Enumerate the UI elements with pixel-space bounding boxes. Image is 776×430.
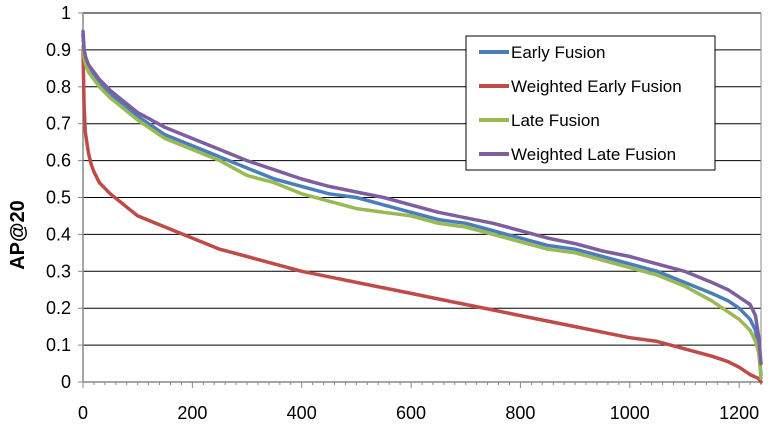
x-tick-label: 1200 (719, 403, 759, 423)
series-line-weighted-late-fusion (81, 29, 763, 366)
y-tick-label: 0 (61, 372, 71, 392)
series-line-weighted-early-fusion (81, 48, 763, 384)
x-tick-label: 0 (78, 403, 88, 423)
grid (83, 12, 762, 382)
legend-label: Weighted Late Fusion (511, 145, 676, 164)
y-tick-label: 0.6 (46, 151, 71, 171)
y-tick-label: 0.7 (46, 114, 71, 134)
y-tick-label: 0.9 (46, 40, 71, 60)
x-tick-label: 200 (177, 403, 207, 423)
x-tick-label: 800 (505, 403, 535, 423)
y-tick-label: 0.1 (46, 335, 71, 355)
legend: Early Fusion Weighted Early Fusion Late Fu… (465, 35, 716, 171)
x-tick-label: 600 (396, 403, 426, 423)
y-tick-label: 0.5 (46, 188, 71, 208)
legend-box (465, 35, 716, 171)
series-lines (81, 29, 763, 384)
legend-label: Early Fusion (511, 43, 605, 62)
legend-label: Late Fusion (511, 111, 600, 130)
legend-label: Weighted Early Fusion (511, 77, 682, 96)
y-axis-title: AP@20 (7, 200, 29, 270)
series-line-early-fusion (81, 33, 763, 377)
y-tick-label: 1 (61, 3, 71, 23)
x-tick-label: 1000 (610, 403, 650, 423)
y-tick-label: 0.8 (46, 77, 71, 97)
x-tick-label: 400 (287, 403, 317, 423)
y-tick-label: 0.4 (46, 224, 71, 244)
y-tick-label: 0.3 (46, 261, 71, 281)
series-line-late-fusion (81, 44, 763, 381)
y-tick-label: 0.2 (46, 298, 71, 318)
